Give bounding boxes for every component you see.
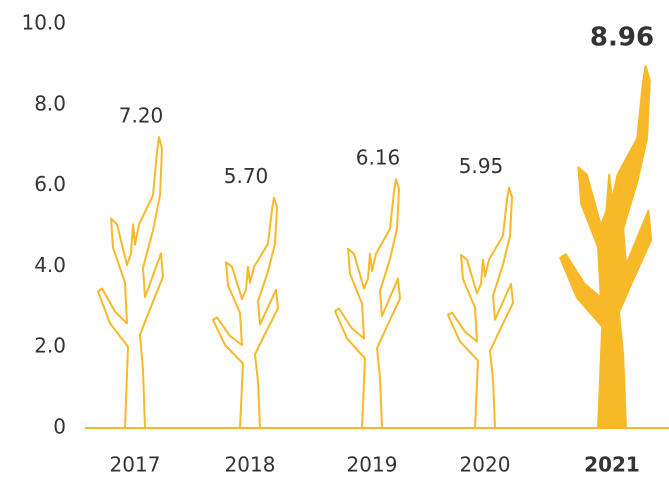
- y-tick-label: 10.0: [21, 11, 66, 35]
- x-tick-label: 2019: [347, 453, 398, 477]
- x-tick-label: 2018: [225, 453, 276, 477]
- y-tick-label: 8.0: [34, 91, 66, 115]
- y-tick-label: 6.0: [34, 172, 66, 196]
- value-label: 6.16: [356, 146, 401, 170]
- value-label: 5.95: [459, 154, 504, 178]
- value-label: 8.96: [590, 23, 654, 53]
- value-label: 5.70: [224, 164, 269, 188]
- value-label: 7.20: [119, 104, 164, 128]
- y-tick-label: 2.0: [34, 334, 66, 358]
- x-tick-label: 2021: [584, 453, 640, 477]
- x-tick-label: 2020: [460, 453, 511, 477]
- tree-bar: [98, 137, 163, 428]
- tree-bar: [213, 198, 278, 428]
- tree-bar: [335, 179, 400, 428]
- x-tick-label: 2017: [110, 453, 161, 477]
- tree-bar: [448, 188, 513, 428]
- y-tick-label: 4.0: [34, 253, 66, 277]
- y-tick-label: 0: [53, 415, 66, 439]
- chart: 0 2.0 4.0 6.0 8.0 10.0 2017 7.20 2018 5.70 2019 6.1…: [0, 0, 669, 482]
- tree-bar: [560, 66, 651, 428]
